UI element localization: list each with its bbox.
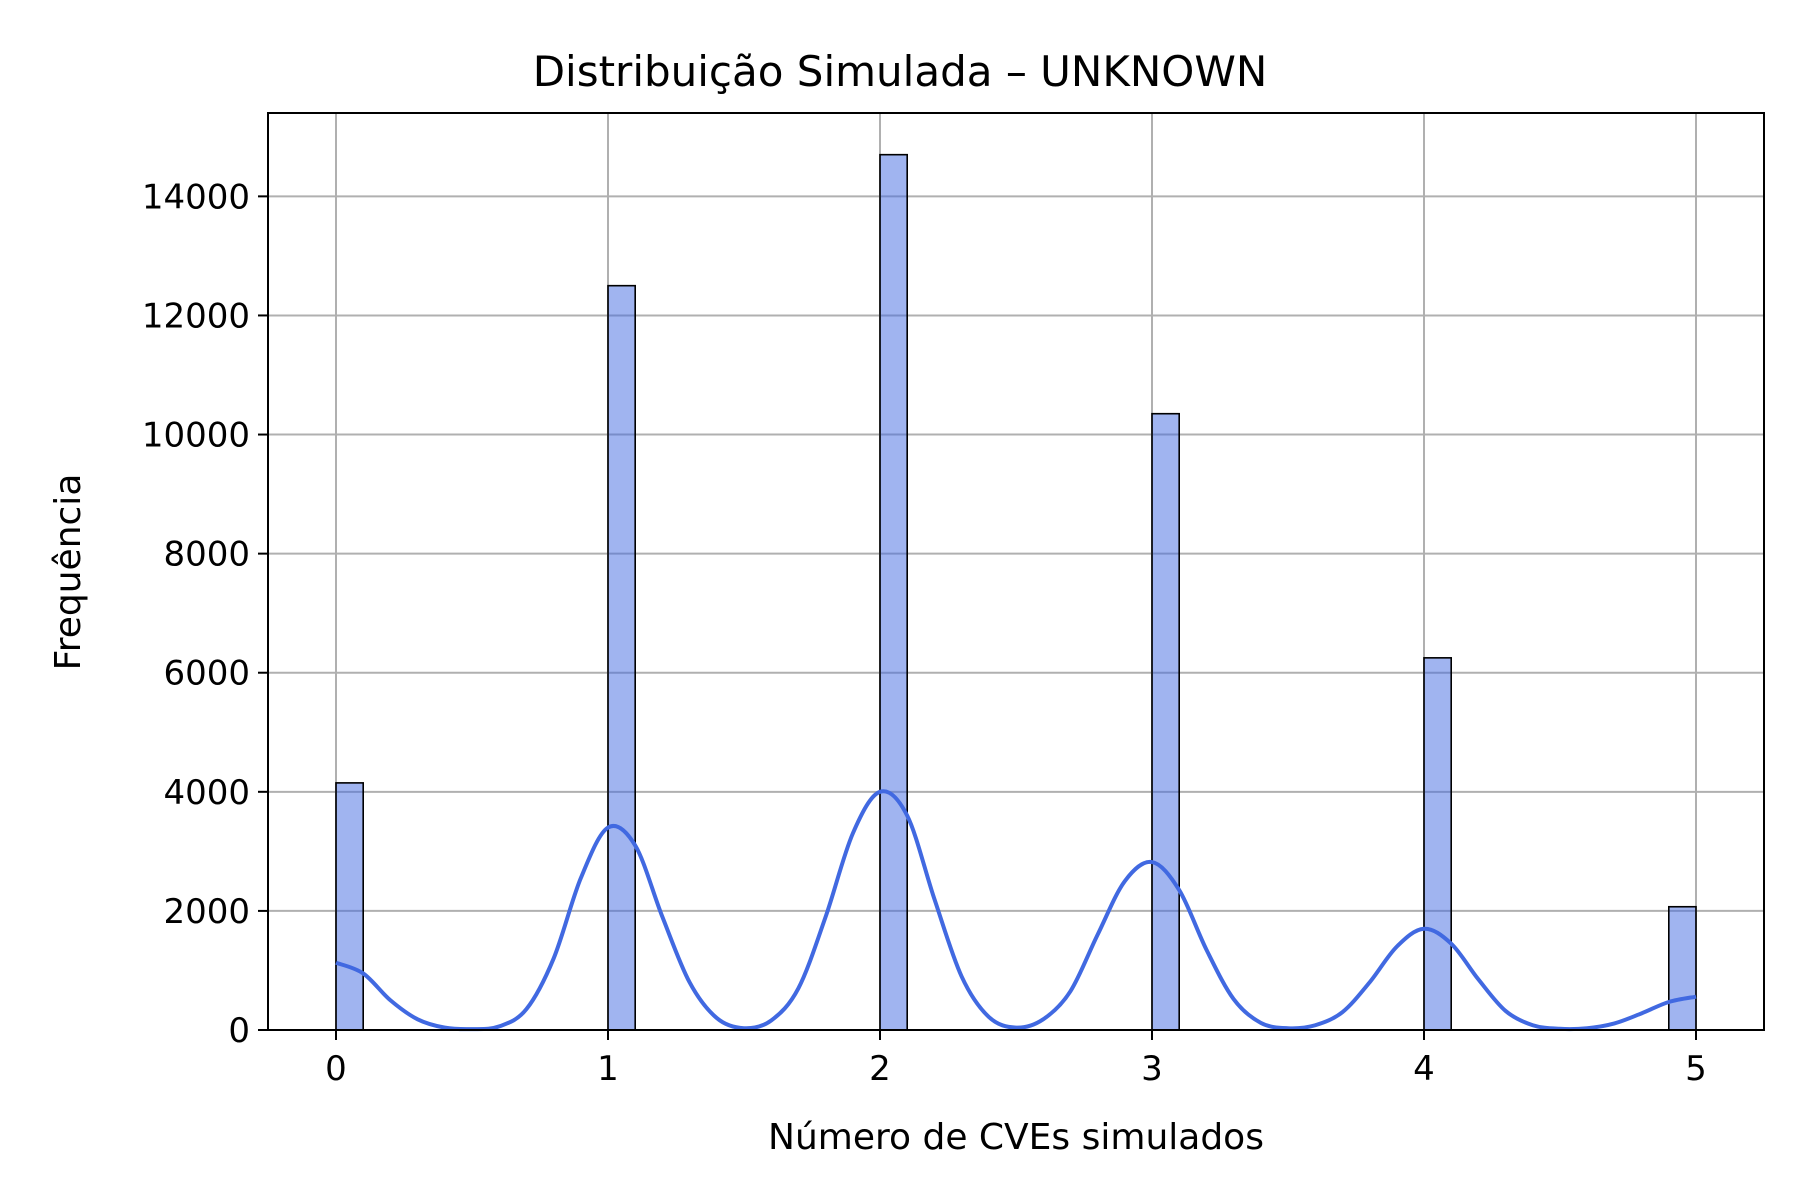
x-tick-label: 0 xyxy=(325,1049,347,1089)
y-tick-label: 14000 xyxy=(142,177,250,217)
histogram-bar xyxy=(335,782,365,1031)
histogram-bar xyxy=(1668,905,1697,1031)
x-tick-label: 5 xyxy=(1685,1049,1707,1089)
y-tick-label: 4000 xyxy=(163,773,250,813)
y-tick-label: 6000 xyxy=(163,654,250,694)
y-tick-label: 2000 xyxy=(163,892,250,932)
y-tick-label: 10000 xyxy=(142,416,250,456)
histogram-bars xyxy=(335,153,1697,1031)
y-axis-label: Frequência xyxy=(48,474,89,671)
x-axis-ticks: 0 1 2 3 4 5 xyxy=(325,1030,1707,1089)
histogram-bar xyxy=(1423,657,1453,1031)
grid-lines xyxy=(268,113,1764,1031)
y-tick-label: 12000 xyxy=(142,296,250,336)
y-tick-label: 8000 xyxy=(163,535,250,575)
histogram-bar xyxy=(607,284,637,1031)
x-tick-label: 3 xyxy=(1141,1049,1163,1089)
y-tick-label: 0 xyxy=(228,1011,250,1051)
x-tick-label: 2 xyxy=(869,1049,891,1089)
x-tick-label: 4 xyxy=(1413,1049,1435,1089)
kde-line xyxy=(335,789,1697,1032)
plot-frame xyxy=(267,112,1765,1031)
y-axis-ticks: 0 2000 4000 6000 8000 10000 12000 14000 xyxy=(142,177,268,1051)
histogram-bar xyxy=(879,153,909,1031)
chart-title: Distribuição Simulada – UNKNOWN xyxy=(533,47,1268,96)
histogram-bar xyxy=(1151,412,1181,1031)
kde-curve-group xyxy=(335,789,1697,1032)
x-axis-label: Número de CVEs simulados xyxy=(768,1117,1264,1158)
x-tick-label: 1 xyxy=(597,1049,619,1089)
